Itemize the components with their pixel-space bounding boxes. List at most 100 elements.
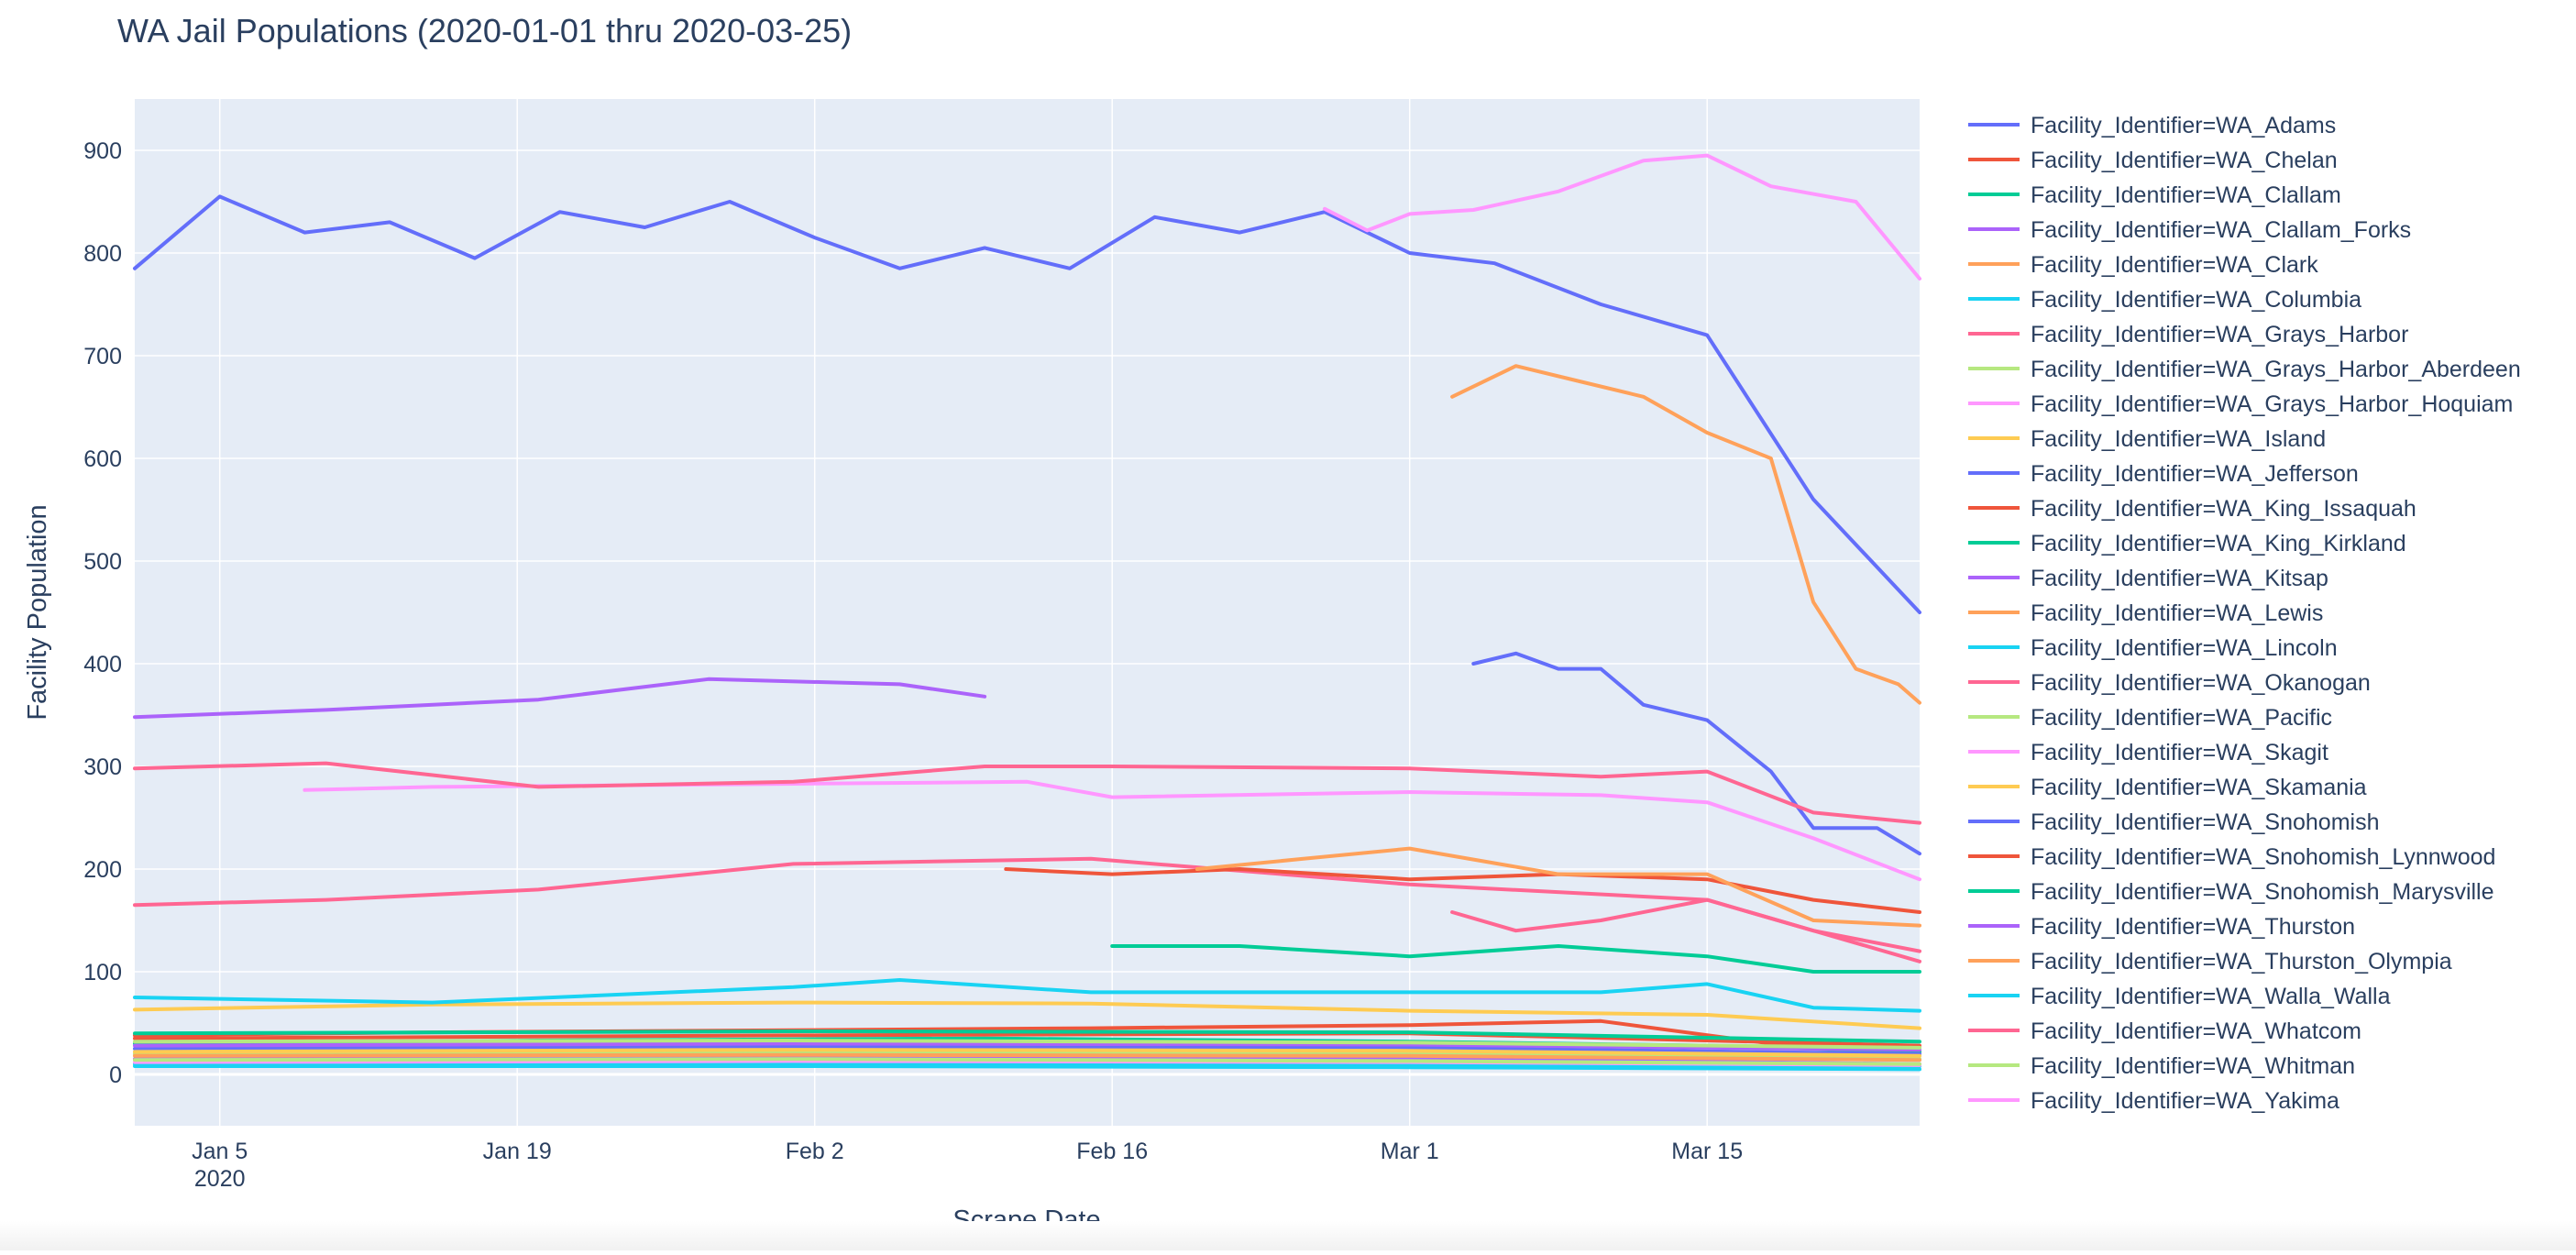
series-line[interactable] <box>133 978 1921 1013</box>
series-line[interactable] <box>133 1000 1921 1030</box>
series-line[interactable] <box>133 1031 1921 1048</box>
legend-item[interactable]: Facility_Identifier=WA_Jefferson <box>1968 461 2359 487</box>
legend-label: Facility_Identifier=WA_Whitman <box>2031 1053 2355 1079</box>
legend-label: Facility_Identifier=WA_Clallam <box>2031 182 2341 208</box>
y-tick-label: 700 <box>83 344 122 369</box>
series-layer <box>133 153 1921 1072</box>
legend-item[interactable]: Facility_Identifier=WA_Grays_Harbor <box>1968 322 2408 347</box>
series-line[interactable] <box>133 1039 1921 1050</box>
legend-label: Facility_Identifier=WA_Snohomish <box>2031 809 2380 835</box>
series-line[interactable] <box>1194 846 1921 928</box>
legend-item[interactable]: Facility_Identifier=WA_Skagit <box>1968 740 2328 765</box>
legend-label: Facility_Identifier=WA_Skamania <box>2031 775 2367 800</box>
x-tick-label: Jan 19 <box>483 1139 552 1164</box>
bottom-edge <box>0 1221 2576 1250</box>
legend-item[interactable]: Facility_Identifier=WA_Adams <box>1968 113 2336 138</box>
series-line[interactable] <box>133 1044 1921 1056</box>
series-line[interactable] <box>133 1050 1921 1062</box>
x-tick-year-label: 2020 <box>194 1166 246 1192</box>
legend-item[interactable]: Facility_Identifier=WA_Lincoln <box>1968 635 2338 661</box>
legend-item[interactable]: Facility_Identifier=WA_King_Issaquah <box>1968 496 2416 522</box>
legend-label: Facility_Identifier=WA_Pacific <box>2031 705 2332 731</box>
x-tick-label: Jan 5 <box>192 1139 248 1164</box>
legend-label: Facility_Identifier=WA_Adams <box>2031 113 2336 138</box>
legend-label: Facility_Identifier=WA_Whatcom <box>2031 1018 2361 1044</box>
legend-item[interactable]: Facility_Identifier=WA_Clallam <box>1968 182 2341 208</box>
series-line[interactable] <box>1450 364 1921 705</box>
legend-item[interactable]: Facility_Identifier=WA_Clark <box>1968 252 2318 278</box>
y-axis-title: Facility Population <box>23 504 52 720</box>
legend-label: Facility_Identifier=WA_Kitsap <box>2031 566 2328 591</box>
legend-item[interactable]: Facility_Identifier=WA_Snohomish_Lynnwoo… <box>1968 844 2495 870</box>
x-tick-label: Mar 1 <box>1381 1139 1439 1164</box>
legend-label: Facility_Identifier=WA_Skagit <box>2031 740 2328 765</box>
series-line[interactable] <box>133 194 1921 614</box>
y-tick-label: 900 <box>83 138 122 164</box>
chart-title: WA Jail Populations (2020-01-01 thru 202… <box>117 12 852 50</box>
legend-label: Facility_Identifier=WA_Walla_Walla <box>2031 984 2391 1009</box>
series-line[interactable] <box>1471 651 1921 856</box>
y-tick-label: 500 <box>83 549 122 575</box>
legend-item[interactable]: Facility_Identifier=WA_Snohomish_Marysvi… <box>1968 879 2494 905</box>
series-line[interactable] <box>133 1064 1921 1072</box>
legend-item[interactable]: Facility_Identifier=WA_Yakima <box>1968 1088 2339 1114</box>
legend-label: Facility_Identifier=WA_Clallam_Forks <box>2031 217 2411 243</box>
legend-label: Facility_Identifier=WA_Thurston <box>2031 914 2355 940</box>
series-line[interactable] <box>133 856 1921 963</box>
legend-item[interactable]: Facility_Identifier=WA_Whatcom <box>1968 1018 2361 1044</box>
legend-label: Facility_Identifier=WA_Lincoln <box>2031 635 2338 661</box>
legend-item[interactable]: Facility_Identifier=WA_Skamania <box>1968 775 2367 800</box>
legend-item[interactable]: Facility_Identifier=WA_Clallam_Forks <box>1968 217 2411 243</box>
series-line[interactable] <box>133 1057 1921 1066</box>
legend-item[interactable]: Facility_Identifier=WA_King_Kirkland <box>1968 531 2406 556</box>
legend-label: Facility_Identifier=WA_Columbia <box>2031 287 2361 313</box>
legend-label: Facility_Identifier=WA_Island <box>2031 426 2326 452</box>
legend-item[interactable]: Facility_Identifier=WA_Snohomish <box>1968 809 2380 835</box>
series-line[interactable] <box>133 1052 1921 1062</box>
series-line[interactable] <box>133 1048 1921 1058</box>
legend-item[interactable]: Facility_Identifier=WA_Chelan <box>1968 148 2338 173</box>
series-line[interactable] <box>133 1029 1921 1044</box>
series-line[interactable] <box>1450 897 1921 953</box>
legend-label: Facility_Identifier=WA_Yakima <box>2031 1088 2339 1114</box>
y-tick-label: 600 <box>83 446 122 472</box>
series-line[interactable] <box>1110 944 1921 974</box>
legend[interactable]: Facility_Identifier=WA_Adams Facility_Ide… <box>1968 113 2521 1114</box>
legend-item[interactable]: Facility_Identifier=WA_Thurston_Olympia <box>1968 949 2452 974</box>
y-tick-label: 0 <box>109 1062 122 1088</box>
legend-item[interactable]: Facility_Identifier=WA_Okanogan <box>1968 670 2371 696</box>
series-line[interactable] <box>1004 867 1921 914</box>
legend-item[interactable]: Facility_Identifier=WA_Columbia <box>1968 287 2361 313</box>
legend-label: Facility_Identifier=WA_King_Issaquah <box>2031 496 2416 522</box>
x-tick-label: Feb 16 <box>1076 1139 1148 1164</box>
legend-item[interactable]: Facility_Identifier=WA_Grays_Harbor_Hoqu… <box>1968 391 2513 417</box>
y-tick-label: 200 <box>83 857 122 883</box>
legend-label: Facility_Identifier=WA_Snohomish_Lynnwoo… <box>2031 844 2495 870</box>
legend-label: Facility_Identifier=WA_Jefferson <box>2031 461 2359 487</box>
legend-label: Facility_Identifier=WA_Clark <box>2031 252 2318 278</box>
legend-item[interactable]: Facility_Identifier=WA_Grays_Harbor_Aber… <box>1968 357 2521 382</box>
legend-item[interactable]: Facility_Identifier=WA_Island <box>1968 426 2326 452</box>
series-line[interactable] <box>133 761 1921 825</box>
series-line[interactable] <box>133 677 987 720</box>
legend-label: Facility_Identifier=WA_Snohomish_Marysvi… <box>2031 879 2494 905</box>
legend-item[interactable]: Facility_Identifier=WA_Walla_Walla <box>1968 984 2391 1009</box>
legend-item[interactable]: Facility_Identifier=WA_Pacific <box>1968 705 2332 731</box>
legend-label: Facility_Identifier=WA_Grays_Harbor_Aber… <box>2031 357 2521 382</box>
legend-item[interactable]: Facility_Identifier=WA_Lewis <box>1968 600 2323 626</box>
series-line[interactable] <box>133 1041 1921 1052</box>
legend-label: Facility_Identifier=WA_Okanogan <box>2031 670 2371 696</box>
legend-label: Facility_Identifier=WA_Grays_Harbor_Hoqu… <box>2031 391 2513 417</box>
legend-item[interactable]: Facility_Identifier=WA_Kitsap <box>1968 566 2328 591</box>
legend-label: Facility_Identifier=WA_King_Kirkland <box>2031 531 2406 556</box>
y-tick-label: 100 <box>83 960 122 985</box>
legend-item[interactable]: Facility_Identifier=WA_Thurston <box>1968 914 2355 940</box>
legend-label: Facility_Identifier=WA_Chelan <box>2031 148 2338 173</box>
x-tick-label: Feb 2 <box>786 1139 844 1164</box>
y-tick-label: 300 <box>83 754 122 780</box>
series-line[interactable] <box>1323 153 1921 281</box>
legend-item[interactable]: Facility_Identifier=WA_Whitman <box>1968 1053 2355 1079</box>
plot-background <box>135 99 1920 1126</box>
